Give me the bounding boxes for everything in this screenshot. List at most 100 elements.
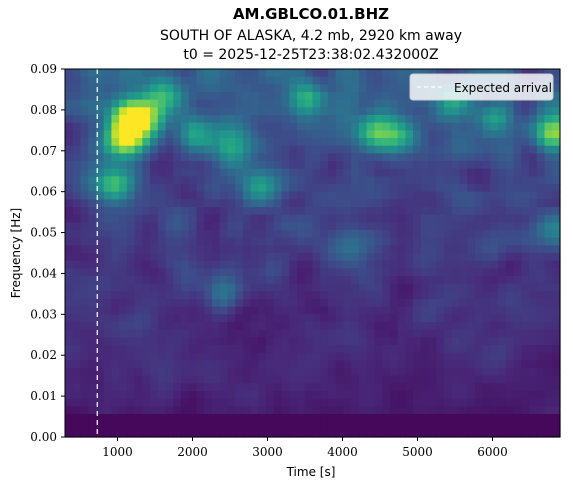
spectrogram-cell (443, 107, 453, 116)
spectrogram-cell (544, 138, 553, 147)
spectrogram-cell (103, 230, 112, 239)
spectrogram-cell (552, 191, 561, 200)
spectrogram-cell (358, 414, 368, 423)
spectrogram-cell (451, 383, 461, 392)
spectrogram-cell (242, 222, 252, 231)
spectrogram-cell (529, 161, 538, 170)
spectrogram-cell (289, 414, 298, 423)
spectrogram-cell (95, 283, 105, 292)
spectrogram-cell (242, 245, 252, 254)
spectrogram-cell (103, 352, 112, 361)
spectrogram-cell (150, 414, 159, 423)
spectrogram-cell (111, 375, 120, 384)
spectrogram-cell (536, 107, 546, 116)
spectrogram-cell (103, 360, 112, 369)
spectrogram-cell (366, 199, 375, 208)
spectrogram-cell (482, 222, 491, 231)
spectrogram-cell (88, 99, 97, 108)
spectrogram-cell (111, 199, 120, 208)
spectrogram-cell (103, 429, 112, 438)
spectrogram-cell (196, 107, 205, 116)
spectrogram-cell (552, 260, 561, 269)
spectrogram-cell (436, 398, 445, 407)
spectrogram-cell (320, 84, 329, 93)
spectrogram-cell (529, 130, 538, 139)
chart-title: AM.GBLCO.01.BHZ (233, 5, 389, 23)
spectrogram-cell (327, 368, 337, 377)
spectrogram-cell (312, 283, 321, 292)
spectrogram-cell (211, 237, 221, 246)
spectrogram-cell (134, 138, 143, 147)
spectrogram-cell (451, 421, 461, 430)
spectrogram-cell (204, 414, 213, 423)
spectrogram-cell (451, 398, 461, 407)
spectrogram-cell (474, 398, 484, 407)
spectrogram-cell (165, 76, 174, 85)
spectrogram-cell (467, 168, 476, 177)
spectrogram-cell (420, 398, 430, 407)
spectrogram-cell (320, 391, 329, 400)
spectrogram-cell (436, 191, 445, 200)
spectrogram-cell (103, 268, 112, 277)
spectrogram-cell (529, 337, 538, 346)
spectrogram-cell (134, 69, 143, 78)
spectrogram-cell (351, 184, 360, 193)
spectrogram-cell (443, 360, 453, 369)
spectrogram-cell (80, 245, 89, 254)
spectrogram-cell (119, 99, 128, 108)
spectrogram-cell (95, 199, 105, 208)
spectrogram-cell (227, 383, 236, 392)
spectrogram-cell (467, 145, 476, 154)
spectrogram-cell (266, 176, 275, 185)
spectrogram-cell (304, 191, 314, 200)
spectrogram-cell (204, 161, 213, 170)
spectrogram-cell (119, 291, 128, 300)
spectrogram-cell (289, 314, 298, 323)
spectrogram-cell (467, 368, 476, 377)
spectrogram-cell (289, 368, 298, 377)
spectrogram-cell (320, 92, 329, 101)
spectrogram-cell (351, 414, 360, 423)
spectrogram-cell (351, 253, 360, 262)
spectrogram-cell (142, 345, 151, 354)
spectrogram-cell (235, 391, 244, 400)
spectrogram-cell (95, 360, 105, 369)
spectrogram-cell (552, 398, 561, 407)
spectrogram-cell (80, 207, 89, 216)
spectrogram-cell (134, 76, 143, 85)
spectrogram-cell (297, 314, 306, 323)
spectrogram-cell (436, 322, 445, 331)
spectrogram-cell (250, 168, 259, 177)
spectrogram-cell (188, 99, 198, 108)
spectrogram-cell (119, 153, 128, 162)
spectrogram-cell (335, 161, 345, 170)
spectrogram-cell (211, 383, 221, 392)
spectrogram-cell (219, 314, 229, 323)
spectrogram-cell (366, 398, 375, 407)
spectrogram-cell (297, 199, 306, 208)
spectrogram-cell (428, 398, 437, 407)
spectrogram-cell (173, 145, 182, 154)
spectrogram-cell (474, 260, 484, 269)
spectrogram-cell (536, 406, 546, 415)
spectrogram-cell (134, 406, 143, 415)
spectrogram-cell (103, 337, 112, 346)
spectrogram-cell (358, 168, 368, 177)
spectrogram-cell (335, 322, 345, 331)
spectrogram-cell (374, 214, 383, 223)
spectrogram-cell (405, 222, 414, 231)
spectrogram-cell (219, 322, 229, 331)
spectrogram-cell (327, 245, 337, 254)
spectrogram-cell (467, 406, 476, 415)
spectrogram-cell (405, 76, 414, 85)
spectrogram-cell (382, 69, 391, 78)
spectrogram-cell (451, 168, 461, 177)
spectrogram-cell (529, 115, 538, 124)
spectrogram-cell (157, 153, 167, 162)
spectrogram-cell (405, 283, 414, 292)
spectrogram-cell (235, 168, 244, 177)
spectrogram-cell (436, 345, 445, 354)
spectrogram-cell (103, 130, 112, 139)
y-tick-label: 0.06 (30, 185, 57, 199)
spectrogram-cell (142, 176, 151, 185)
